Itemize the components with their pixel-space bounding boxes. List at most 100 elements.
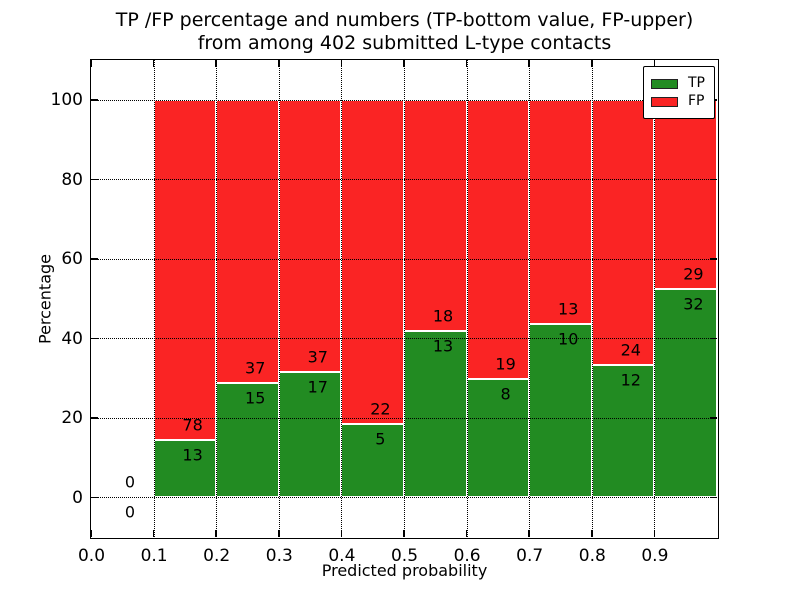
x-axis-tick-top — [591, 60, 593, 67]
x-axis-tick — [90, 530, 92, 537]
x-axis-tick — [653, 530, 656, 537]
x-tick-label: 0.1 — [140, 546, 168, 566]
y-axis-tick — [91, 337, 98, 339]
fp-count-label: 29 — [683, 264, 704, 284]
vertical-gridline — [216, 60, 218, 537]
tp-bar-segment — [216, 382, 279, 498]
x-axis-tick-top — [90, 60, 92, 67]
fp-legend-label: FP — [688, 93, 705, 109]
x-tick-label: 0.6 — [453, 546, 481, 566]
y-tick-label: 20 — [61, 408, 83, 429]
legend-item-fp: FP — [651, 94, 705, 109]
tp-bar-segment — [466, 379, 530, 498]
fp-count-label: 19 — [495, 354, 516, 374]
vertical-gridline — [153, 60, 155, 537]
vertical-gridline — [278, 60, 280, 537]
x-axis-tick-top — [152, 60, 155, 67]
y-axis-tick — [91, 496, 98, 498]
tp-legend-label: TP — [688, 75, 705, 91]
legend-item-tp: TP — [651, 76, 705, 91]
tp-bar-segment — [529, 324, 592, 498]
x-tick-label: 0.0 — [77, 546, 106, 566]
x-axis-tick — [465, 530, 468, 537]
tp-bar-segment — [341, 423, 404, 498]
tp-count-label: 17 — [307, 377, 328, 397]
x-axis-tick — [152, 530, 155, 537]
x-axis-tick-top — [528, 60, 530, 67]
title-line-2: from among 402 submitted L-type contacts — [197, 32, 612, 54]
fp-count-label: 0 — [124, 472, 136, 492]
x-tick-label: 0.4 — [328, 546, 356, 566]
fp-count-label: 24 — [620, 340, 641, 360]
tp-legend-swatch — [651, 78, 678, 89]
fp-bar-segment — [466, 99, 530, 380]
y-tick-label: 60 — [61, 249, 83, 270]
fp-bar-segment — [404, 99, 467, 331]
tp-count-label: 13 — [432, 336, 454, 356]
x-axis-tick-top — [278, 60, 280, 67]
fp-bar-segment — [153, 99, 217, 441]
tp-count-label: 10 — [558, 329, 579, 349]
title-line-1: TP /FP percentage and numbers (TP-bottom… — [115, 9, 694, 31]
x-axis-tick — [528, 530, 530, 537]
tp-count-label: 12 — [620, 370, 641, 390]
x-tick-label: 0.8 — [578, 546, 606, 566]
x-axis-label: Predicted probability — [321, 561, 488, 580]
fp-bar-segment — [591, 99, 655, 365]
x-axis-tick — [403, 530, 405, 537]
fp-count-label: 78 — [182, 415, 203, 435]
y-axis-tick — [91, 417, 98, 419]
x-axis-tick-top — [215, 60, 217, 67]
x-tick-label: 0.3 — [265, 546, 293, 566]
x-axis-tick-top — [465, 60, 468, 67]
y-axis-tick-right — [710, 496, 717, 498]
tp-count-label: 0 — [124, 502, 136, 522]
x-tick-label: 0.9 — [641, 546, 669, 566]
y-tick-label: 40 — [61, 328, 83, 349]
vertical-gridline — [529, 60, 531, 537]
fp-count-label: 37 — [245, 358, 266, 378]
y-axis-tick-right — [710, 337, 717, 339]
tp-count-label: 32 — [683, 294, 704, 314]
fp-bar-segment — [529, 99, 592, 325]
x-axis-tick — [278, 530, 280, 537]
vertical-gridline — [591, 60, 593, 537]
vertical-gridline — [341, 60, 343, 537]
y-axis-tick-right — [710, 178, 717, 180]
tp-bar-segment — [654, 288, 717, 498]
fp-bar-segment — [654, 99, 717, 289]
fp-count-label: 18 — [432, 306, 454, 326]
fp-bar-segment — [341, 99, 404, 424]
x-axis-tick — [215, 530, 217, 537]
y-axis-tick-right — [710, 258, 717, 260]
fp-count-label: 37 — [307, 347, 328, 367]
fp-count-label: 22 — [370, 399, 391, 419]
fp-legend-swatch — [651, 96, 678, 107]
x-tick-label: 0.5 — [390, 546, 419, 566]
x-tick-label: 0.2 — [203, 546, 231, 566]
x-axis-tick-top — [340, 60, 343, 67]
y-axis-tick — [91, 178, 98, 180]
fp-count-label: 13 — [558, 299, 579, 319]
vertical-gridline — [466, 60, 468, 537]
y-axis-tick-right — [710, 417, 717, 419]
tp-count-label: 5 — [375, 429, 386, 449]
x-axis-tick — [591, 530, 593, 537]
vertical-gridline — [404, 60, 405, 537]
tp-bar-segment — [404, 330, 467, 498]
x-axis-tick-top — [403, 60, 405, 67]
y-tick-label: 80 — [61, 169, 83, 190]
legend: TP FP — [643, 66, 715, 119]
tp-bar-segment — [153, 440, 217, 498]
y-tick-label: 0 — [72, 487, 83, 508]
x-axis-tick-top — [653, 60, 656, 67]
plot-area: TP FP 0 0 78 13 37 15 37 17 22 5 18 13 19 8 13 10 24 12 29… — [90, 59, 719, 539]
vertical-gridline — [654, 60, 656, 537]
tp-count-label: 8 — [500, 384, 511, 404]
fp-bar-segment — [216, 99, 279, 383]
fp-bar-segment — [278, 99, 342, 373]
tp-count-label: 13 — [182, 445, 203, 465]
chart-title: TP /FP percentage and numbers (TP-bottom… — [90, 9, 719, 55]
x-axis-tick — [340, 530, 343, 537]
